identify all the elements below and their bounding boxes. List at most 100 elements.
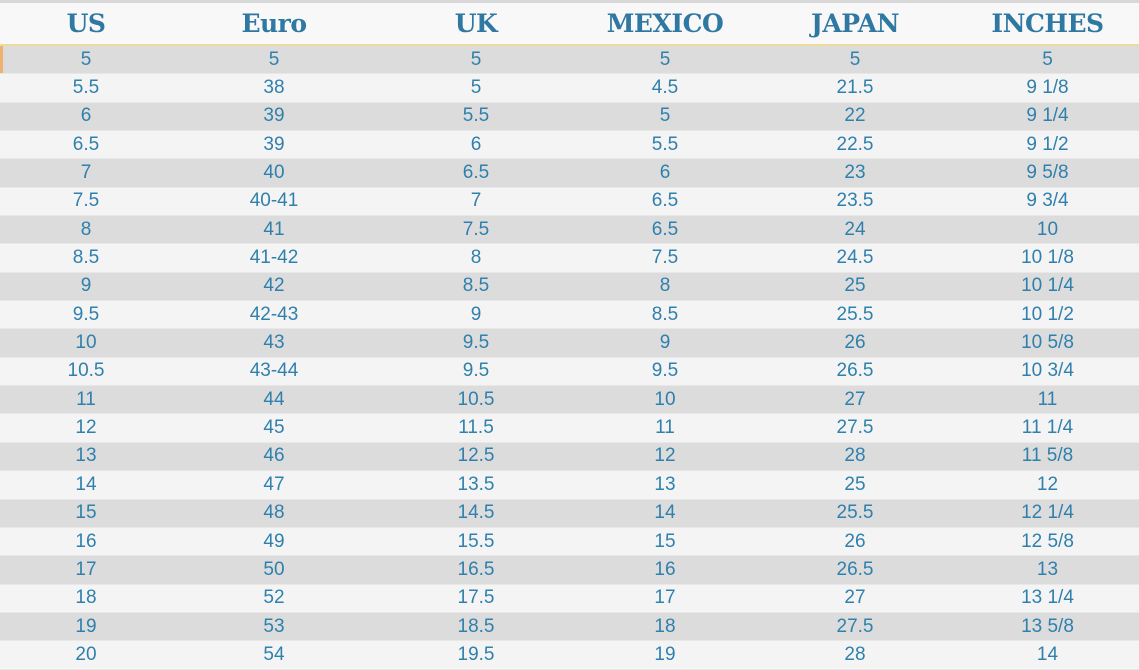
- table-cell: 24.5: [754, 243, 956, 273]
- header-us: US: [0, 3, 172, 46]
- table-cell: 16.5: [376, 555, 576, 585]
- table-cell: 5: [376, 45, 576, 75]
- table-cell: 11: [956, 385, 1139, 415]
- table-cell: 46: [172, 442, 376, 472]
- table-cell: 26.5: [754, 555, 956, 585]
- table-cell: 42: [172, 272, 376, 302]
- table-cell: 7.5: [576, 243, 754, 273]
- table-cell: 5: [576, 45, 754, 75]
- table-cell: 6.5: [576, 215, 754, 245]
- table-cell: 41-42: [172, 243, 376, 273]
- table-cell: 9 3/4: [956, 187, 1139, 217]
- table-cell: 15.5: [376, 527, 576, 557]
- table-cell: 45: [172, 413, 376, 443]
- table-cell: 13.5: [376, 470, 576, 500]
- table-row: 6.5 39 6 5.5 22.5 9 1/2: [0, 130, 1139, 160]
- table-cell: 42-43: [172, 300, 376, 330]
- table-cell: 28: [754, 442, 956, 472]
- table-cell: 10: [956, 215, 1139, 245]
- table-cell: 27.5: [754, 612, 956, 642]
- table-row: 16 49 15.5 15 26 12 5/8: [0, 527, 1139, 557]
- table-cell: 26.5: [754, 357, 956, 387]
- table-cell: 39: [172, 102, 376, 132]
- table-cell: 11: [0, 385, 172, 415]
- table-cell: 6: [376, 130, 576, 160]
- table-cell: 14: [576, 499, 754, 528]
- table-cell: 13 1/4: [956, 584, 1139, 613]
- table-cell: 13 5/8: [956, 612, 1139, 642]
- table-cell: 10 1/4: [956, 272, 1139, 302]
- table-cell: 6.5: [576, 187, 754, 217]
- table-row: 7.5 40-41 7 6.5 23.5 9 3/4: [0, 187, 1139, 217]
- table-cell: 12 5/8: [956, 527, 1139, 557]
- table-row: 10.5 43-44 9.5 9.5 26.5 10 3/4: [0, 357, 1139, 387]
- table-cell: 5.5: [0, 73, 172, 103]
- table-cell: 5.5: [376, 102, 576, 132]
- table-cell: 11.5: [376, 413, 576, 443]
- table-row: 5.5 38 5 4.5 21.5 9 1/8: [0, 73, 1139, 103]
- header-euro: Euro: [172, 3, 376, 46]
- table-cell: 18: [576, 612, 754, 642]
- table-cell: 20: [0, 640, 172, 670]
- header-mexico: MEXICO: [576, 3, 754, 46]
- table-cell: 5: [754, 45, 956, 75]
- table-cell: 6: [0, 102, 172, 132]
- table-row: 6 39 5.5 5 22 9 1/4: [0, 102, 1139, 132]
- table-cell: 43: [172, 328, 376, 358]
- table-cell: 16: [0, 527, 172, 557]
- table-cell: 53: [172, 612, 376, 642]
- table-cell: 10 1/8: [956, 243, 1139, 273]
- table-cell: 44: [172, 385, 376, 415]
- table-cell: 10 5/8: [956, 328, 1139, 358]
- table-cell: 9.5: [576, 357, 754, 387]
- table-cell: 9.5: [376, 328, 576, 358]
- table-row: 20 54 19.5 19 28 14: [0, 640, 1139, 670]
- table-row: 9 42 8.5 8 25 10 1/4: [0, 272, 1139, 302]
- table-cell: 12: [0, 413, 172, 443]
- table-cell: 27.5: [754, 413, 956, 443]
- table-cell: 9: [576, 328, 754, 358]
- table-cell: 8.5: [0, 243, 172, 273]
- header-row: US Euro UK MEXICO JAPAN INCHES: [0, 3, 1139, 46]
- table-cell: 52: [172, 584, 376, 613]
- table-cell: 25.5: [754, 499, 956, 528]
- table-cell: 9.5: [0, 300, 172, 330]
- table-cell: 26: [754, 527, 956, 557]
- header-inches: INCHES: [956, 3, 1139, 46]
- table-cell: 23: [754, 158, 956, 188]
- table-cell: 5: [0, 45, 172, 75]
- table-cell: 22: [754, 102, 956, 132]
- table-cell: 14: [0, 470, 172, 500]
- table-cell: 40: [172, 158, 376, 188]
- size-conversion-table: US Euro UK MEXICO JAPAN INCHES 5 5 5 5 5 5 5.5…: [0, 3, 1139, 670]
- header-japan: JAPAN: [754, 3, 956, 46]
- table-cell: 12.5: [376, 442, 576, 472]
- table-cell: 18: [0, 584, 172, 613]
- table-cell: 10 1/2: [956, 300, 1139, 330]
- table-cell: 54: [172, 640, 376, 670]
- table-cell: 43-44: [172, 357, 376, 387]
- table-cell: 49: [172, 527, 376, 557]
- table-cell: 10 3/4: [956, 357, 1139, 387]
- table-cell: 7: [0, 158, 172, 188]
- table-cell: 25: [754, 272, 956, 302]
- table-cell: 13: [576, 470, 754, 500]
- table-cell: 9 1/8: [956, 73, 1139, 103]
- table-row: 18 52 17.5 17 27 13 1/4: [0, 584, 1139, 613]
- table-cell: 6.5: [0, 130, 172, 160]
- table-cell: 8.5: [376, 272, 576, 302]
- top-border: [0, 0, 1139, 3]
- table-cell: 50: [172, 555, 376, 585]
- table-cell: 8.5: [576, 300, 754, 330]
- table-cell: 9 1/4: [956, 102, 1139, 132]
- table-cell: 13: [956, 555, 1139, 585]
- table-cell: 7: [376, 187, 576, 217]
- table-cell: 16: [576, 555, 754, 585]
- table-cell: 23.5: [754, 187, 956, 217]
- table-row: 11 44 10.5 10 27 11: [0, 385, 1139, 415]
- table-cell: 5: [576, 102, 754, 132]
- table-cell: 6: [576, 158, 754, 188]
- table-cell: 47: [172, 470, 376, 500]
- table-cell: 19.5: [376, 640, 576, 670]
- table-cell: 11 1/4: [956, 413, 1139, 443]
